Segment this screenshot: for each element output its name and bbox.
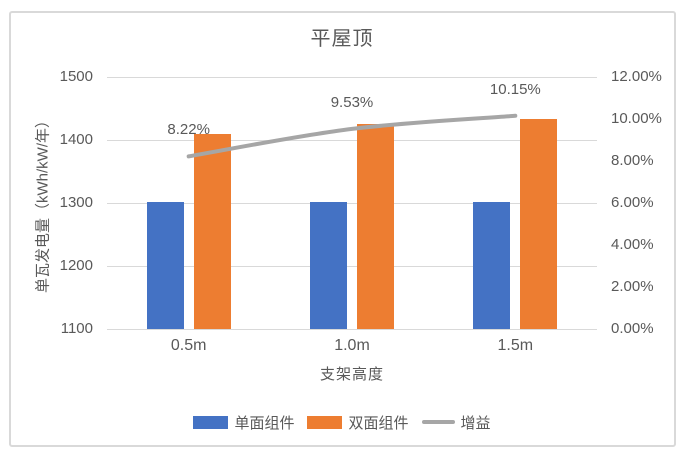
bar-单面组件-0.5m xyxy=(146,201,184,329)
legend-swatch-bar xyxy=(193,415,229,429)
bar-单面组件-1.0m xyxy=(310,201,347,329)
left-tick-label: 1100 xyxy=(60,320,93,337)
category-label: 1.5m xyxy=(497,337,534,354)
right-tick-label: 10.00% xyxy=(611,110,662,127)
right-tick-label: 2.00% xyxy=(611,278,654,295)
right-tick-label: 0.00% xyxy=(611,320,654,337)
x-axis-title: 支架高度 xyxy=(319,366,384,383)
bar-双面组件-1.0m xyxy=(357,123,394,329)
legend-label: 双面组件 xyxy=(348,414,409,432)
legend-item-单面组件: 单面组件 xyxy=(193,412,294,433)
right-tick-label: 8.00% xyxy=(611,152,654,169)
legend-swatch-bar xyxy=(307,415,343,429)
left-tick-label: 1300 xyxy=(59,194,93,211)
category-label: 0.5m xyxy=(170,337,207,354)
gridline xyxy=(107,203,597,204)
bar-双面组件-1.5m xyxy=(520,118,558,329)
left-tick-label: 1200 xyxy=(59,257,93,274)
legend-label: 增益 xyxy=(460,414,491,432)
legend: 单面组件 双面组件 增益 xyxy=(0,412,684,432)
legend-swatch-line xyxy=(421,420,455,424)
right-tick-label: 6.00% xyxy=(611,194,654,211)
gridline xyxy=(107,77,597,78)
category-label: 1.0m xyxy=(334,337,370,354)
legend-label: 单面组件 xyxy=(234,414,295,432)
chart-title: 平屋顶 xyxy=(310,28,374,50)
left-tick-label: 1400 xyxy=(59,131,93,148)
bar-单面组件-1.5m xyxy=(473,201,511,329)
gain-data-label: 10.15% xyxy=(489,80,541,98)
left-tick-label: 1500 xyxy=(59,68,93,85)
gridline xyxy=(107,329,597,330)
legend-item-双面组件: 双面组件 xyxy=(307,412,409,433)
legend-item-增益: 增益 xyxy=(421,412,491,433)
right-tick-label: 12.00% xyxy=(611,68,662,85)
bar-双面组件-0.5m xyxy=(193,134,231,329)
gain-data-label: 8.22% xyxy=(167,121,210,139)
gain-data-label: 9.53% xyxy=(330,93,374,111)
right-tick-label: 4.00% xyxy=(611,236,654,253)
gridline xyxy=(107,266,597,267)
